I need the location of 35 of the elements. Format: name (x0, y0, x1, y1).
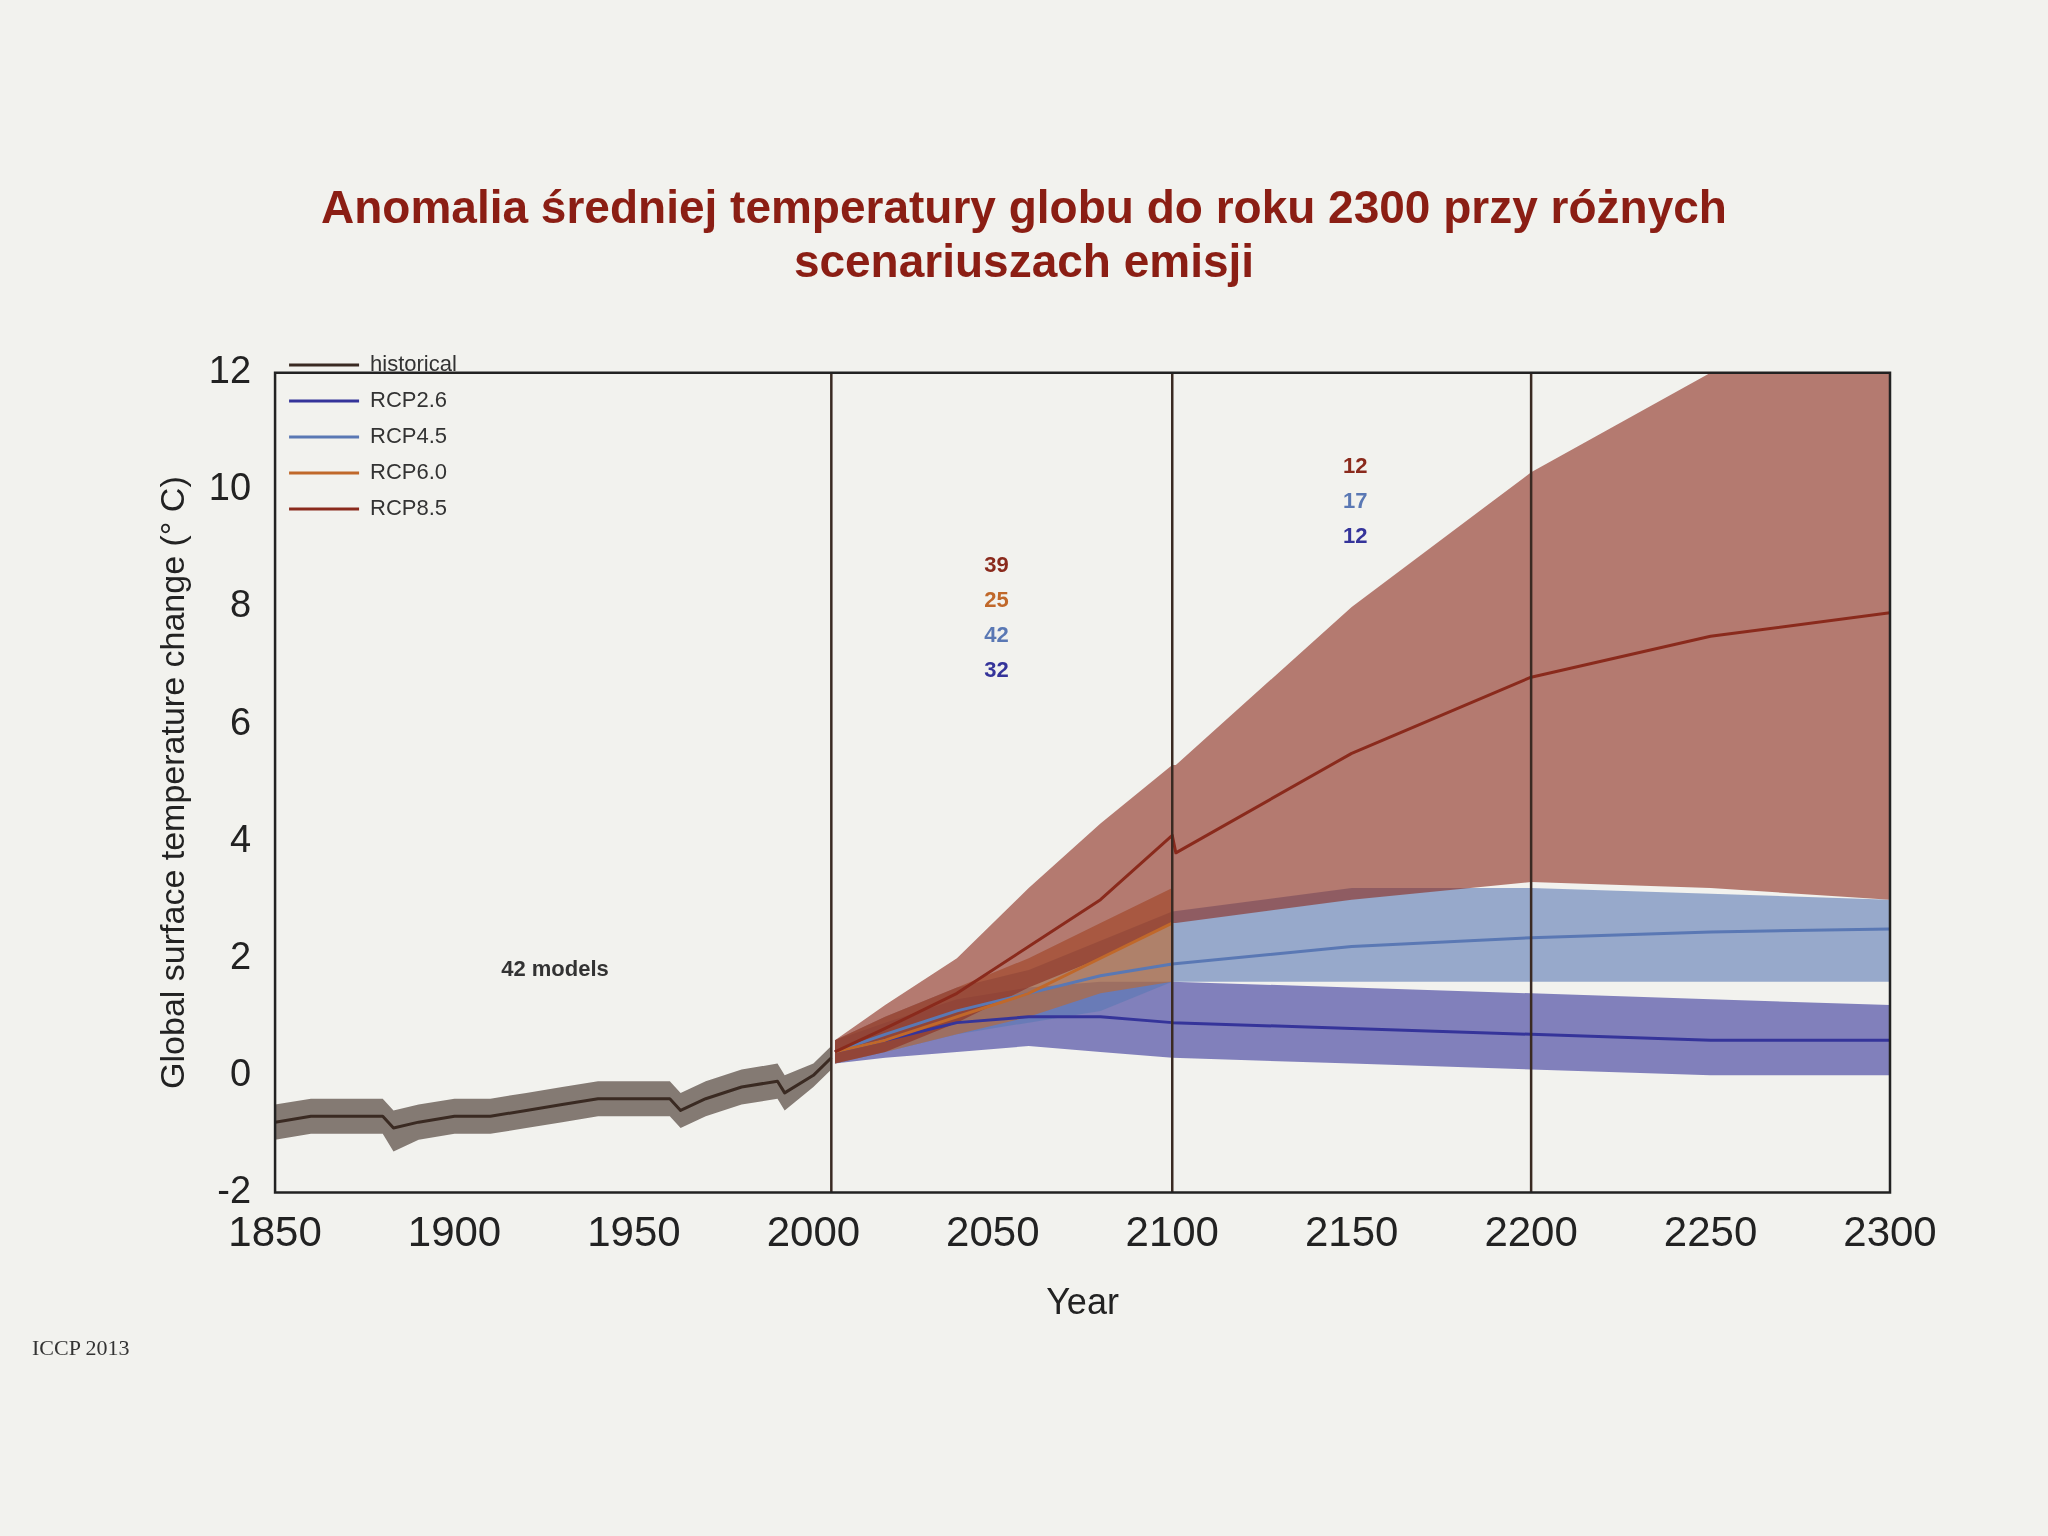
y-axis-title: Global surface temperature change (° C) (152, 476, 191, 1089)
annotation: 39 (984, 552, 1009, 578)
y-tick-label: 2 (229, 934, 252, 977)
text: ICCP 2013 (32, 1335, 130, 1361)
x-tick-label: 1850 (228, 1208, 322, 1256)
x-tick-label: 2300 (1843, 1208, 1937, 1256)
y-tick-label: 12 (208, 349, 252, 392)
y-tick-label: 6 (229, 700, 252, 743)
annotation: 12 (1343, 452, 1368, 478)
legend-label: RCP2.6 (370, 387, 448, 413)
y-tick-label: -2 (217, 1168, 252, 1211)
annotation: 25 (984, 587, 1009, 613)
legend-label: historical (370, 351, 457, 377)
chart-title: Anomalia średniej temperatury globu do roku 2300 przy różnych scenariuszach emisji (320, 180, 1728, 288)
annotation: 42 (984, 622, 1009, 648)
x-tick-label: 2000 (766, 1208, 861, 1256)
y-tick-label: 4 (229, 817, 252, 860)
x-tick-label: 1950 (587, 1208, 681, 1256)
y-tick-label: 8 (229, 583, 252, 626)
x-tick-label: 1900 (407, 1208, 502, 1256)
annotation: 17 (1343, 487, 1368, 513)
x-tick-label: 2150 (1304, 1208, 1399, 1256)
y-tick-label: 10 (208, 466, 252, 509)
legend-label: RCP4.5 (370, 423, 448, 449)
x-tick-label: 2200 (1484, 1208, 1578, 1256)
x-tick-label: 2100 (1125, 1208, 1219, 1256)
annotation: 32 (984, 657, 1009, 683)
legend-label: RCP8.5 (370, 495, 448, 521)
annotation: 42 models (501, 956, 609, 981)
legend-label: RCP6.0 (370, 459, 448, 485)
x-axis-title: Year (1046, 1281, 1119, 1323)
y-tick-label: 0 (229, 1051, 252, 1094)
x-tick-label: 2050 (946, 1208, 1040, 1256)
annotation: 12 (1343, 522, 1368, 548)
x-tick-label: 2250 (1663, 1208, 1758, 1256)
